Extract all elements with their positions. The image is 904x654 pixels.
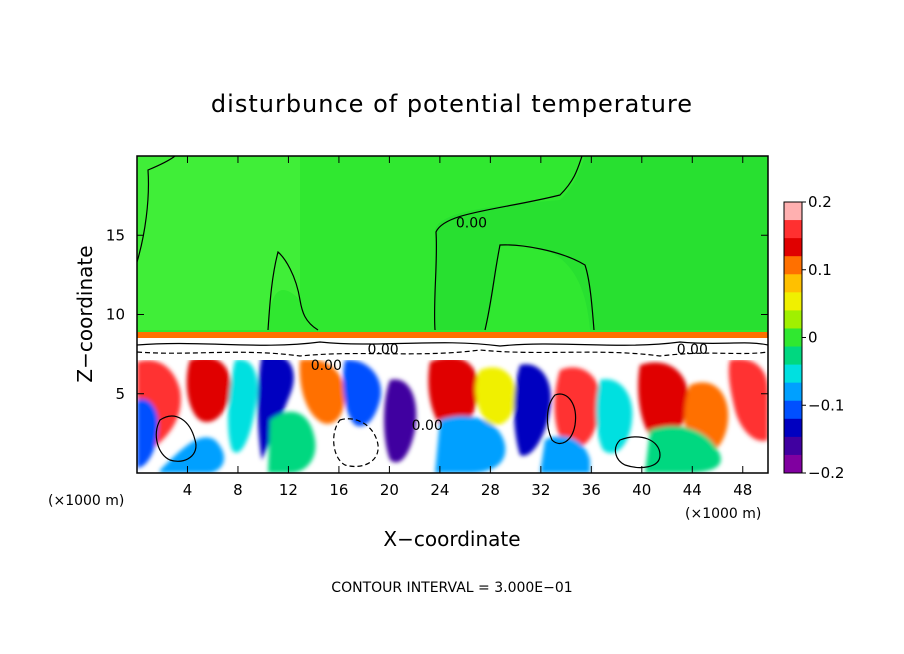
- x-axis: 4 8 12 16 20 24 28 32 36 40 44 48: [183, 156, 752, 499]
- y-tick-label: 5: [115, 385, 125, 403]
- chart-title: disturbunce of potential temperature: [211, 90, 693, 118]
- x-tick-label: 20: [380, 481, 399, 499]
- x-tick-label: 32: [531, 481, 550, 499]
- y-axis-label: Z−coordinate: [73, 245, 97, 382]
- x-tick-label: 40: [632, 481, 651, 499]
- colorbar: 0.2 0.1 0 −0.1 −0.2: [783, 193, 844, 482]
- colorbar-swatch: [784, 400, 802, 420]
- colorbar-swatch: [784, 274, 802, 293]
- plot-area: 0.000.000.000.000.00 4 8 12 16 20 24 28 32 36 40 4…: [106, 155, 769, 499]
- contour-label: 0.00: [311, 358, 342, 374]
- x-tick-label: 16: [329, 481, 348, 499]
- contour-label: 0.00: [368, 342, 399, 358]
- x-tick-label: 28: [481, 481, 500, 499]
- colorbar-swatch: [784, 454, 802, 474]
- contour-lines: [137, 156, 768, 469]
- colorbar-swatch: [784, 238, 802, 257]
- colorbar-tick-label: −0.2: [808, 464, 844, 482]
- colorbar-tick-label: −0.1: [808, 396, 844, 414]
- colorbar-swatch: [784, 256, 802, 275]
- colorbar-swatch: [784, 382, 802, 402]
- x-tick-label: 44: [683, 481, 702, 499]
- contour-label: 0.00: [412, 418, 443, 434]
- turbulent-eddies: [137, 354, 768, 473]
- y-axis: 5 10 15: [106, 226, 768, 403]
- colorbar-tick-label: 0.2: [808, 193, 832, 211]
- contour-label: 0.00: [677, 342, 708, 358]
- x-tick-label: 8: [233, 481, 243, 499]
- contour-labels: 0.00 0.00 0.00 0.00 0.00: [311, 215, 708, 434]
- x-tick-label: 4: [183, 481, 193, 499]
- colorbar-swatch: [784, 418, 802, 438]
- heatmap-field: 0.00 0.00 0.00 0.00 0.00: [137, 156, 768, 473]
- y-tick-label: 15: [106, 226, 125, 244]
- x-tick-label: 36: [582, 481, 601, 499]
- colorbar-swatch: [784, 328, 802, 348]
- colorbar-swatch: [784, 364, 802, 384]
- upper-layer-patch-left: [137, 156, 300, 330]
- x-tick-label: 24: [430, 481, 449, 499]
- colorbar-tick-label: 0.1: [808, 261, 832, 279]
- x-tick-label: 12: [279, 481, 298, 499]
- x-unit-left: (×1000 m): [48, 493, 124, 509]
- colorbar-tick-label: 0: [808, 329, 818, 347]
- x-unit-right: (×1000 m): [685, 506, 761, 522]
- y-tick-label: 10: [106, 306, 125, 324]
- x-axis-label: X−coordinate: [383, 527, 520, 551]
- inversion-band: [137, 332, 768, 338]
- colorbar-swatch: [784, 292, 802, 311]
- colorbar-swatch: [784, 310, 802, 329]
- contour-interval-text: CONTOUR INTERVAL = 3.000E−01: [331, 580, 572, 596]
- colorbar-swatch: [784, 202, 802, 221]
- x-tick-label: 48: [733, 481, 752, 499]
- colorbar-swatch: [784, 436, 802, 456]
- upper-layer-patch-right: [435, 156, 768, 330]
- colorbar-swatch: [784, 346, 802, 366]
- contour-label: 0.00: [456, 215, 487, 231]
- inversion-white-band: [137, 338, 768, 360]
- colorbar-swatch: [784, 220, 802, 239]
